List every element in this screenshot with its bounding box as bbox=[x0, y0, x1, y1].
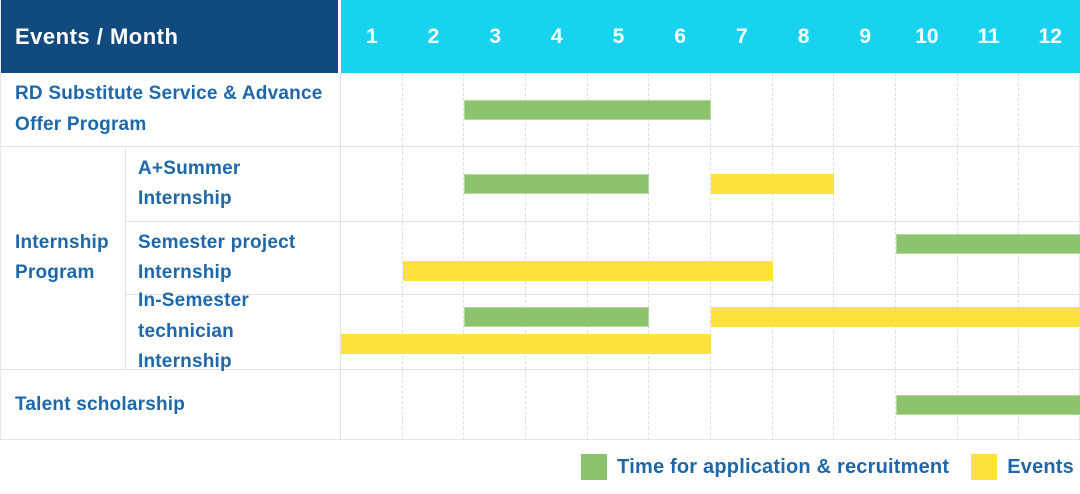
month-gridline bbox=[464, 295, 527, 369]
month-header-5: 5 bbox=[612, 24, 625, 48]
month-gridline bbox=[711, 295, 773, 369]
month-gridline bbox=[403, 147, 465, 221]
legend-label-application: Time for application & recruitment bbox=[617, 455, 950, 478]
row-chart-a-plus-summer-internship bbox=[341, 147, 1080, 222]
row-label-text: A+Summer Internship bbox=[138, 157, 241, 209]
table-corner-header: Events / Month bbox=[1, 0, 341, 73]
month-gridline bbox=[526, 222, 588, 294]
month-header-7: 7 bbox=[736, 24, 748, 48]
row-chart-talent-scholarship bbox=[341, 370, 1080, 440]
row-label-text: RD Substitute Service & Advance Offer Pr… bbox=[15, 83, 323, 135]
month-gridline bbox=[958, 295, 1020, 369]
month-gridline bbox=[773, 370, 835, 440]
events-bar bbox=[402, 261, 773, 281]
month-gridline bbox=[958, 147, 1020, 221]
group-label-text: Internship Program bbox=[15, 231, 109, 283]
month-gridline bbox=[649, 295, 712, 369]
month-header-2: 2 bbox=[427, 24, 440, 48]
row-label-text: In-Semester technician Internship bbox=[138, 290, 249, 373]
month-gridline bbox=[958, 73, 1020, 146]
month-gridline bbox=[464, 370, 527, 440]
month-gridline bbox=[958, 222, 1020, 294]
month-gridline bbox=[711, 73, 773, 146]
month-gridline bbox=[341, 73, 403, 146]
month-gridline bbox=[341, 295, 403, 369]
legend-label-events: Events bbox=[1007, 455, 1074, 478]
month-gridline bbox=[834, 147, 897, 221]
month-gridline bbox=[773, 295, 835, 369]
month-gridline bbox=[711, 370, 773, 440]
row-label-text: Talent scholarship bbox=[15, 393, 186, 415]
month-gridline bbox=[403, 222, 465, 294]
month-header-12: 12 bbox=[1038, 24, 1062, 48]
month-gridline bbox=[464, 222, 527, 294]
application-bar bbox=[464, 307, 650, 327]
month-gridline bbox=[896, 295, 958, 369]
month-gridline bbox=[1019, 222, 1080, 294]
events-bar bbox=[341, 334, 711, 354]
month-header-1: 1 bbox=[365, 24, 378, 48]
row-chart-semester-project-internship bbox=[341, 222, 1080, 295]
month-gridline bbox=[896, 73, 958, 146]
group-label-internship-program: Internship Program bbox=[1, 147, 125, 370]
month-header-10: 10 bbox=[915, 24, 939, 48]
application-bar bbox=[464, 99, 711, 120]
month-gridline bbox=[526, 370, 588, 440]
month-header-6: 6 bbox=[674, 24, 687, 48]
month-gridline bbox=[526, 295, 588, 369]
month-gridline bbox=[588, 295, 650, 369]
month-gridline bbox=[1019, 73, 1080, 146]
month-header-row: 1 2 3 4 5 6 7 8 9 10 11 12 bbox=[341, 0, 1080, 73]
application-bar bbox=[464, 174, 650, 194]
row-label-a-plus-summer-internship: A+Summer Internship bbox=[125, 147, 341, 222]
month-gridline bbox=[341, 147, 403, 221]
month-header-4: 4 bbox=[551, 24, 563, 48]
events-month-table: Events / Month 1 2 3 4 5 6 7 8 9 10 11 1… bbox=[0, 0, 1080, 440]
legend-item-events: Events bbox=[971, 454, 1074, 480]
corner-header-label: Events / Month bbox=[15, 23, 179, 49]
row-label-rd-substitute-service: RD Substitute Service & Advance Offer Pr… bbox=[1, 73, 341, 147]
month-gridline bbox=[403, 370, 465, 440]
events-bar bbox=[711, 174, 835, 194]
month-gridline bbox=[588, 370, 650, 440]
legend-item-application: Time for application & recruitment bbox=[581, 454, 949, 480]
month-header-11: 11 bbox=[977, 24, 1000, 48]
application-bar bbox=[896, 234, 1080, 254]
events-swatch-icon bbox=[971, 454, 998, 480]
month-gridline bbox=[834, 370, 897, 440]
month-gridline bbox=[834, 295, 897, 369]
row-chart-rd-substitute-service bbox=[341, 73, 1080, 147]
month-gridline bbox=[834, 222, 897, 294]
month-gridline bbox=[1019, 147, 1080, 221]
month-gridline bbox=[834, 73, 897, 146]
month-gridline bbox=[711, 222, 773, 294]
month-gridline bbox=[649, 147, 712, 221]
month-gridline bbox=[649, 222, 712, 294]
month-header-9: 9 bbox=[859, 24, 872, 48]
month-gridline bbox=[341, 370, 403, 440]
row-chart-in-semester-technician-internship bbox=[341, 295, 1080, 370]
row-label-in-semester-technician-internship: In-Semester technician Internship bbox=[125, 290, 341, 372]
month-gridline bbox=[773, 222, 835, 294]
application-swatch-icon bbox=[581, 454, 608, 480]
row-label-text: Semester project Internship bbox=[138, 231, 296, 283]
row-label-talent-scholarship: Talent scholarship bbox=[1, 370, 341, 440]
month-gridline bbox=[649, 370, 712, 440]
legend: Time for application & recruitment Event… bbox=[0, 440, 1080, 494]
month-gridline bbox=[896, 147, 958, 221]
month-gridline bbox=[588, 222, 650, 294]
month-gridline bbox=[896, 222, 958, 294]
month-header-8: 8 bbox=[797, 24, 810, 48]
month-gridline bbox=[341, 222, 403, 294]
row-label-semester-project-internship: Semester project Internship bbox=[125, 222, 341, 295]
month-gridline bbox=[403, 295, 465, 369]
month-gridline bbox=[773, 73, 835, 146]
month-header-3: 3 bbox=[489, 24, 502, 48]
application-bar bbox=[896, 395, 1080, 415]
month-gridline bbox=[403, 73, 465, 146]
events-bar bbox=[711, 307, 1080, 327]
